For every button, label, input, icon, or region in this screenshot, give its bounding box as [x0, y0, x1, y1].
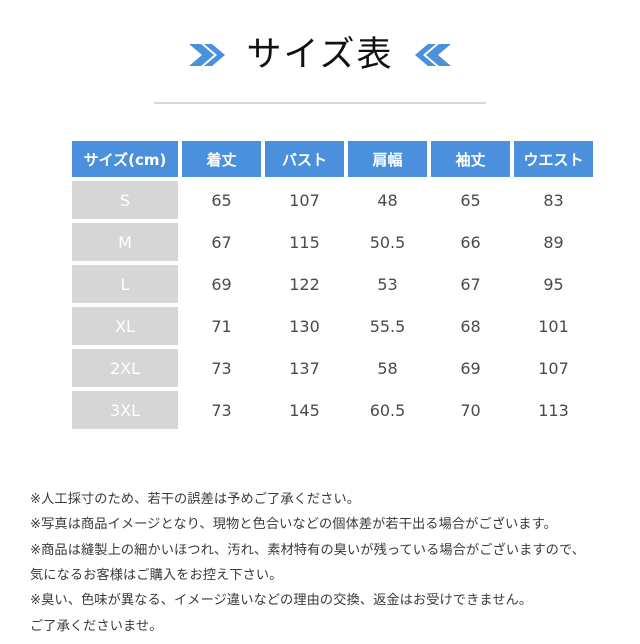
column-header-size: サイズ(cm) — [72, 141, 178, 177]
column-header-sleeve: 袖丈 — [431, 141, 510, 177]
column-header-bust: バスト — [265, 141, 344, 177]
size-label: 3XL — [72, 391, 178, 429]
cell-bust: 130 — [265, 307, 344, 345]
cell-waist: 101 — [514, 307, 593, 345]
cell-length: 69 — [182, 265, 261, 303]
cell-bust: 122 — [265, 265, 344, 303]
cell-shoulder: 58 — [348, 349, 427, 387]
cell-sleeve: 68 — [431, 307, 510, 345]
note-item: ※臭い、色味が異なる、イメージ違いなどの理由の交換、返金はお受けできません。 ご… — [30, 593, 533, 634]
cell-waist: 113 — [514, 391, 593, 429]
table-row: XL 71 130 55.5 68 101 — [72, 307, 593, 345]
table-row: M 67 115 50.5 66 89 — [72, 223, 593, 261]
note-item: ※商品は縫製上の細かいほつれ、汚れ、素材特有の臭いが残っている場合がございますの… — [30, 542, 586, 584]
size-label: XL — [72, 307, 178, 345]
size-label: S — [72, 181, 178, 219]
size-label: L — [72, 265, 178, 303]
chevron-left-double-icon — [415, 40, 453, 70]
table-row: 2XL 73 137 58 69 107 — [72, 349, 593, 387]
cell-sleeve: 70 — [431, 391, 510, 429]
cell-bust: 145 — [265, 391, 344, 429]
cell-waist: 107 — [514, 349, 593, 387]
column-header-length: 着丈 — [182, 141, 261, 177]
cell-waist: 89 — [514, 223, 593, 261]
cell-waist: 83 — [514, 181, 593, 219]
table-row: L 69 122 53 67 95 — [72, 265, 593, 303]
title-divider — [154, 102, 486, 104]
cell-shoulder: 50.5 — [348, 223, 427, 261]
cell-length: 73 — [182, 391, 261, 429]
cell-length: 65 — [182, 181, 261, 219]
chevron-right-double-icon — [187, 40, 225, 70]
cell-sleeve: 69 — [431, 349, 510, 387]
table-row: S 65 107 48 65 83 — [72, 181, 593, 219]
cell-shoulder: 60.5 — [348, 391, 427, 429]
column-header-waist: ウエスト — [514, 141, 593, 177]
size-table-head: サイズ(cm) 着丈 バスト 肩幅 袖丈 ウエスト — [72, 141, 593, 177]
size-table-wrapper: サイズ(cm) 着丈 バスト 肩幅 袖丈 ウエスト S 65 107 48 65… — [68, 137, 593, 433]
table-header-row: サイズ(cm) 着丈 バスト 肩幅 袖丈 ウエスト — [72, 141, 593, 177]
page-title: サイズ表 — [246, 34, 394, 75]
title-row: サイズ表 — [0, 28, 640, 82]
cell-length: 67 — [182, 223, 261, 261]
notes-section: ※人工採寸のため、若干の誤差は予めご了承ください。 ※写真は商品イメージとなり、… — [30, 487, 620, 639]
note-item: ※人工採寸のため、若干の誤差は予めご了承ください。 — [30, 492, 361, 507]
cell-length: 71 — [182, 307, 261, 345]
cell-bust: 107 — [265, 181, 344, 219]
size-label: 2XL — [72, 349, 178, 387]
size-label: M — [72, 223, 178, 261]
cell-waist: 95 — [514, 265, 593, 303]
table-row: 3XL 73 145 60.5 70 113 — [72, 391, 593, 429]
cell-shoulder: 53 — [348, 265, 427, 303]
size-table: サイズ(cm) 着丈 バスト 肩幅 袖丈 ウエスト S 65 107 48 65… — [68, 137, 597, 433]
size-table-body: S 65 107 48 65 83 M 67 115 50.5 66 89 L … — [72, 181, 593, 429]
cell-length: 73 — [182, 349, 261, 387]
cell-bust: 137 — [265, 349, 344, 387]
cell-shoulder: 48 — [348, 181, 427, 219]
cell-sleeve: 65 — [431, 181, 510, 219]
cell-shoulder: 55.5 — [348, 307, 427, 345]
cell-bust: 115 — [265, 223, 344, 261]
cell-sleeve: 67 — [431, 265, 510, 303]
title-block: サイズ表 — [0, 0, 640, 104]
column-header-shoulder: 肩幅 — [348, 141, 427, 177]
note-item: ※写真は商品イメージとなり、現物と色合いなどの個体差が若干出る場合がございます。 — [30, 517, 557, 533]
cell-sleeve: 66 — [431, 223, 510, 261]
